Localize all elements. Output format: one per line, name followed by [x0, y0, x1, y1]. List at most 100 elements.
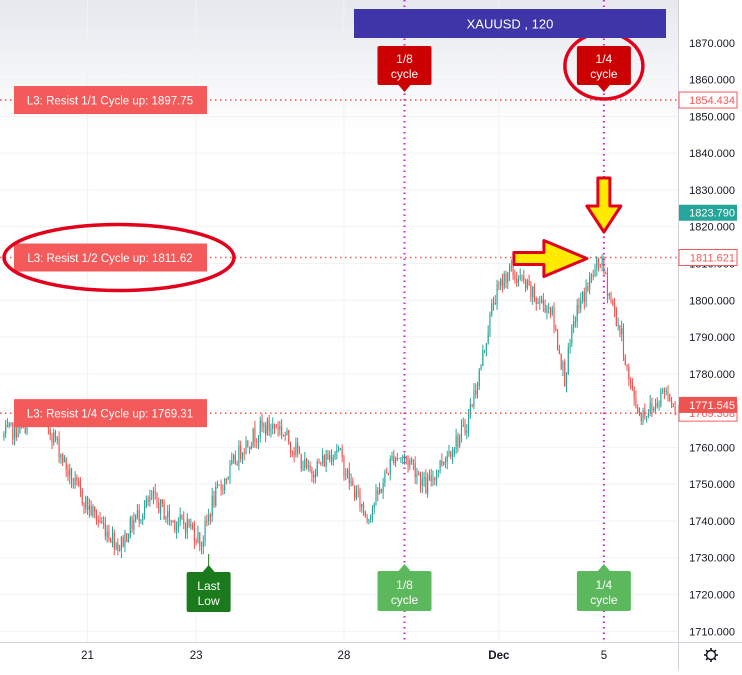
- candle-body: [263, 425, 265, 427]
- candle-body: [503, 274, 505, 288]
- candle-body: [524, 280, 527, 289]
- candle-body: [152, 491, 155, 498]
- candle-body: [386, 472, 388, 474]
- candle-body: [362, 503, 365, 512]
- candle-body: [206, 520, 208, 522]
- candle-body: [316, 461, 318, 477]
- candle-body: [539, 302, 541, 304]
- candle-body: [654, 403, 657, 408]
- y-tick-label: 1850.000: [689, 111, 735, 123]
- candle-body: [286, 429, 288, 436]
- candle-body: [610, 293, 612, 300]
- candle-body: [590, 275, 592, 277]
- candle-body: [635, 397, 637, 408]
- candle-body: [478, 370, 480, 387]
- candle-body: [266, 419, 268, 435]
- candle-body: [471, 404, 473, 407]
- candle-body: [53, 431, 55, 443]
- candle-body: [142, 515, 144, 520]
- last-low-label: Last: [197, 579, 220, 593]
- candle-body: [647, 413, 649, 416]
- candle-body: [387, 473, 390, 475]
- candle-body: [277, 427, 279, 430]
- candle-body: [51, 435, 53, 443]
- candle-body: [548, 307, 550, 309]
- candle-body: [332, 457, 334, 462]
- candle-body: [514, 275, 516, 280]
- candle-body: [127, 537, 130, 543]
- candle-body: [94, 506, 96, 512]
- candle-body: [231, 460, 233, 464]
- candle-body: [192, 524, 194, 528]
- candle-body: [106, 531, 108, 537]
- candle-body: [170, 520, 172, 522]
- candle-body: [621, 328, 623, 335]
- candle-body: [72, 484, 74, 486]
- candle-body: [485, 343, 487, 350]
- candle-body: [83, 503, 85, 509]
- cycle-top-box-1: [576, 46, 631, 85]
- y-tick-label: 1860.000: [689, 75, 735, 87]
- candle-body: [482, 350, 484, 366]
- candle-body: [414, 463, 416, 477]
- candle-body: [669, 394, 671, 402]
- cycle-bottom-box-0: [377, 571, 432, 611]
- candle-body: [87, 497, 89, 511]
- price-tag-1: [679, 396, 737, 413]
- candle-body: [630, 379, 632, 383]
- candle-body: [551, 307, 553, 314]
- last-low-sublabel: Low: [198, 594, 220, 608]
- cycle-bottom-sublabel-0: cycle: [391, 593, 419, 607]
- candle-body: [3, 433, 5, 437]
- y-tick-label: 1740.000: [689, 516, 735, 528]
- candle-body: [507, 272, 509, 283]
- candle-body: [174, 520, 176, 531]
- cycle-bottom-label-1: 1/4: [596, 578, 613, 592]
- candle-body: [453, 449, 455, 455]
- candle-body: [341, 448, 343, 457]
- candle-body: [124, 533, 126, 547]
- cycle-bottom-pointer-1: [597, 564, 610, 571]
- candle-body: [428, 475, 430, 480]
- candle-body: [357, 490, 359, 492]
- level-price-text-1: 1811.621: [690, 253, 735, 265]
- down-arrow-icon: [585, 176, 623, 234]
- candle-body: [250, 445, 252, 450]
- candle-body: [528, 280, 530, 285]
- candle-body: [69, 469, 71, 477]
- candle-body: [516, 279, 518, 283]
- candle-body: [136, 510, 138, 516]
- candle-body: [576, 305, 578, 322]
- y-tick-label: 1710.000: [689, 626, 735, 638]
- candle-body: [67, 469, 69, 477]
- candle-body: [62, 454, 64, 463]
- resist-label-1: L3: Resist 1/2 Cycle up: 1811.62: [27, 253, 192, 265]
- candle-body: [129, 518, 131, 538]
- candle-body: [336, 449, 338, 453]
- gear-icon[interactable]: [704, 648, 718, 662]
- candle-body: [596, 258, 598, 269]
- candle-body: [494, 302, 496, 305]
- candle-body: [97, 519, 99, 521]
- candle-body: [409, 460, 411, 466]
- candle-body: [188, 519, 190, 527]
- candle-body: [642, 410, 644, 422]
- candle-body: [327, 454, 329, 460]
- candle-body: [395, 458, 397, 464]
- candle-body: [649, 402, 651, 414]
- title-banner: [354, 9, 666, 38]
- candle-body: [466, 430, 468, 433]
- candle-body: [95, 511, 98, 520]
- candle-body: [143, 507, 146, 516]
- candle-body: [92, 506, 94, 516]
- candle-body: [468, 413, 470, 431]
- candle-body: [49, 429, 51, 436]
- candle-body: [131, 518, 133, 530]
- candle-body: [370, 516, 372, 520]
- y-tick-label: 1780.000: [689, 369, 735, 381]
- candle-body: [517, 278, 520, 283]
- candle-body: [202, 540, 204, 547]
- candle-body: [359, 490, 361, 508]
